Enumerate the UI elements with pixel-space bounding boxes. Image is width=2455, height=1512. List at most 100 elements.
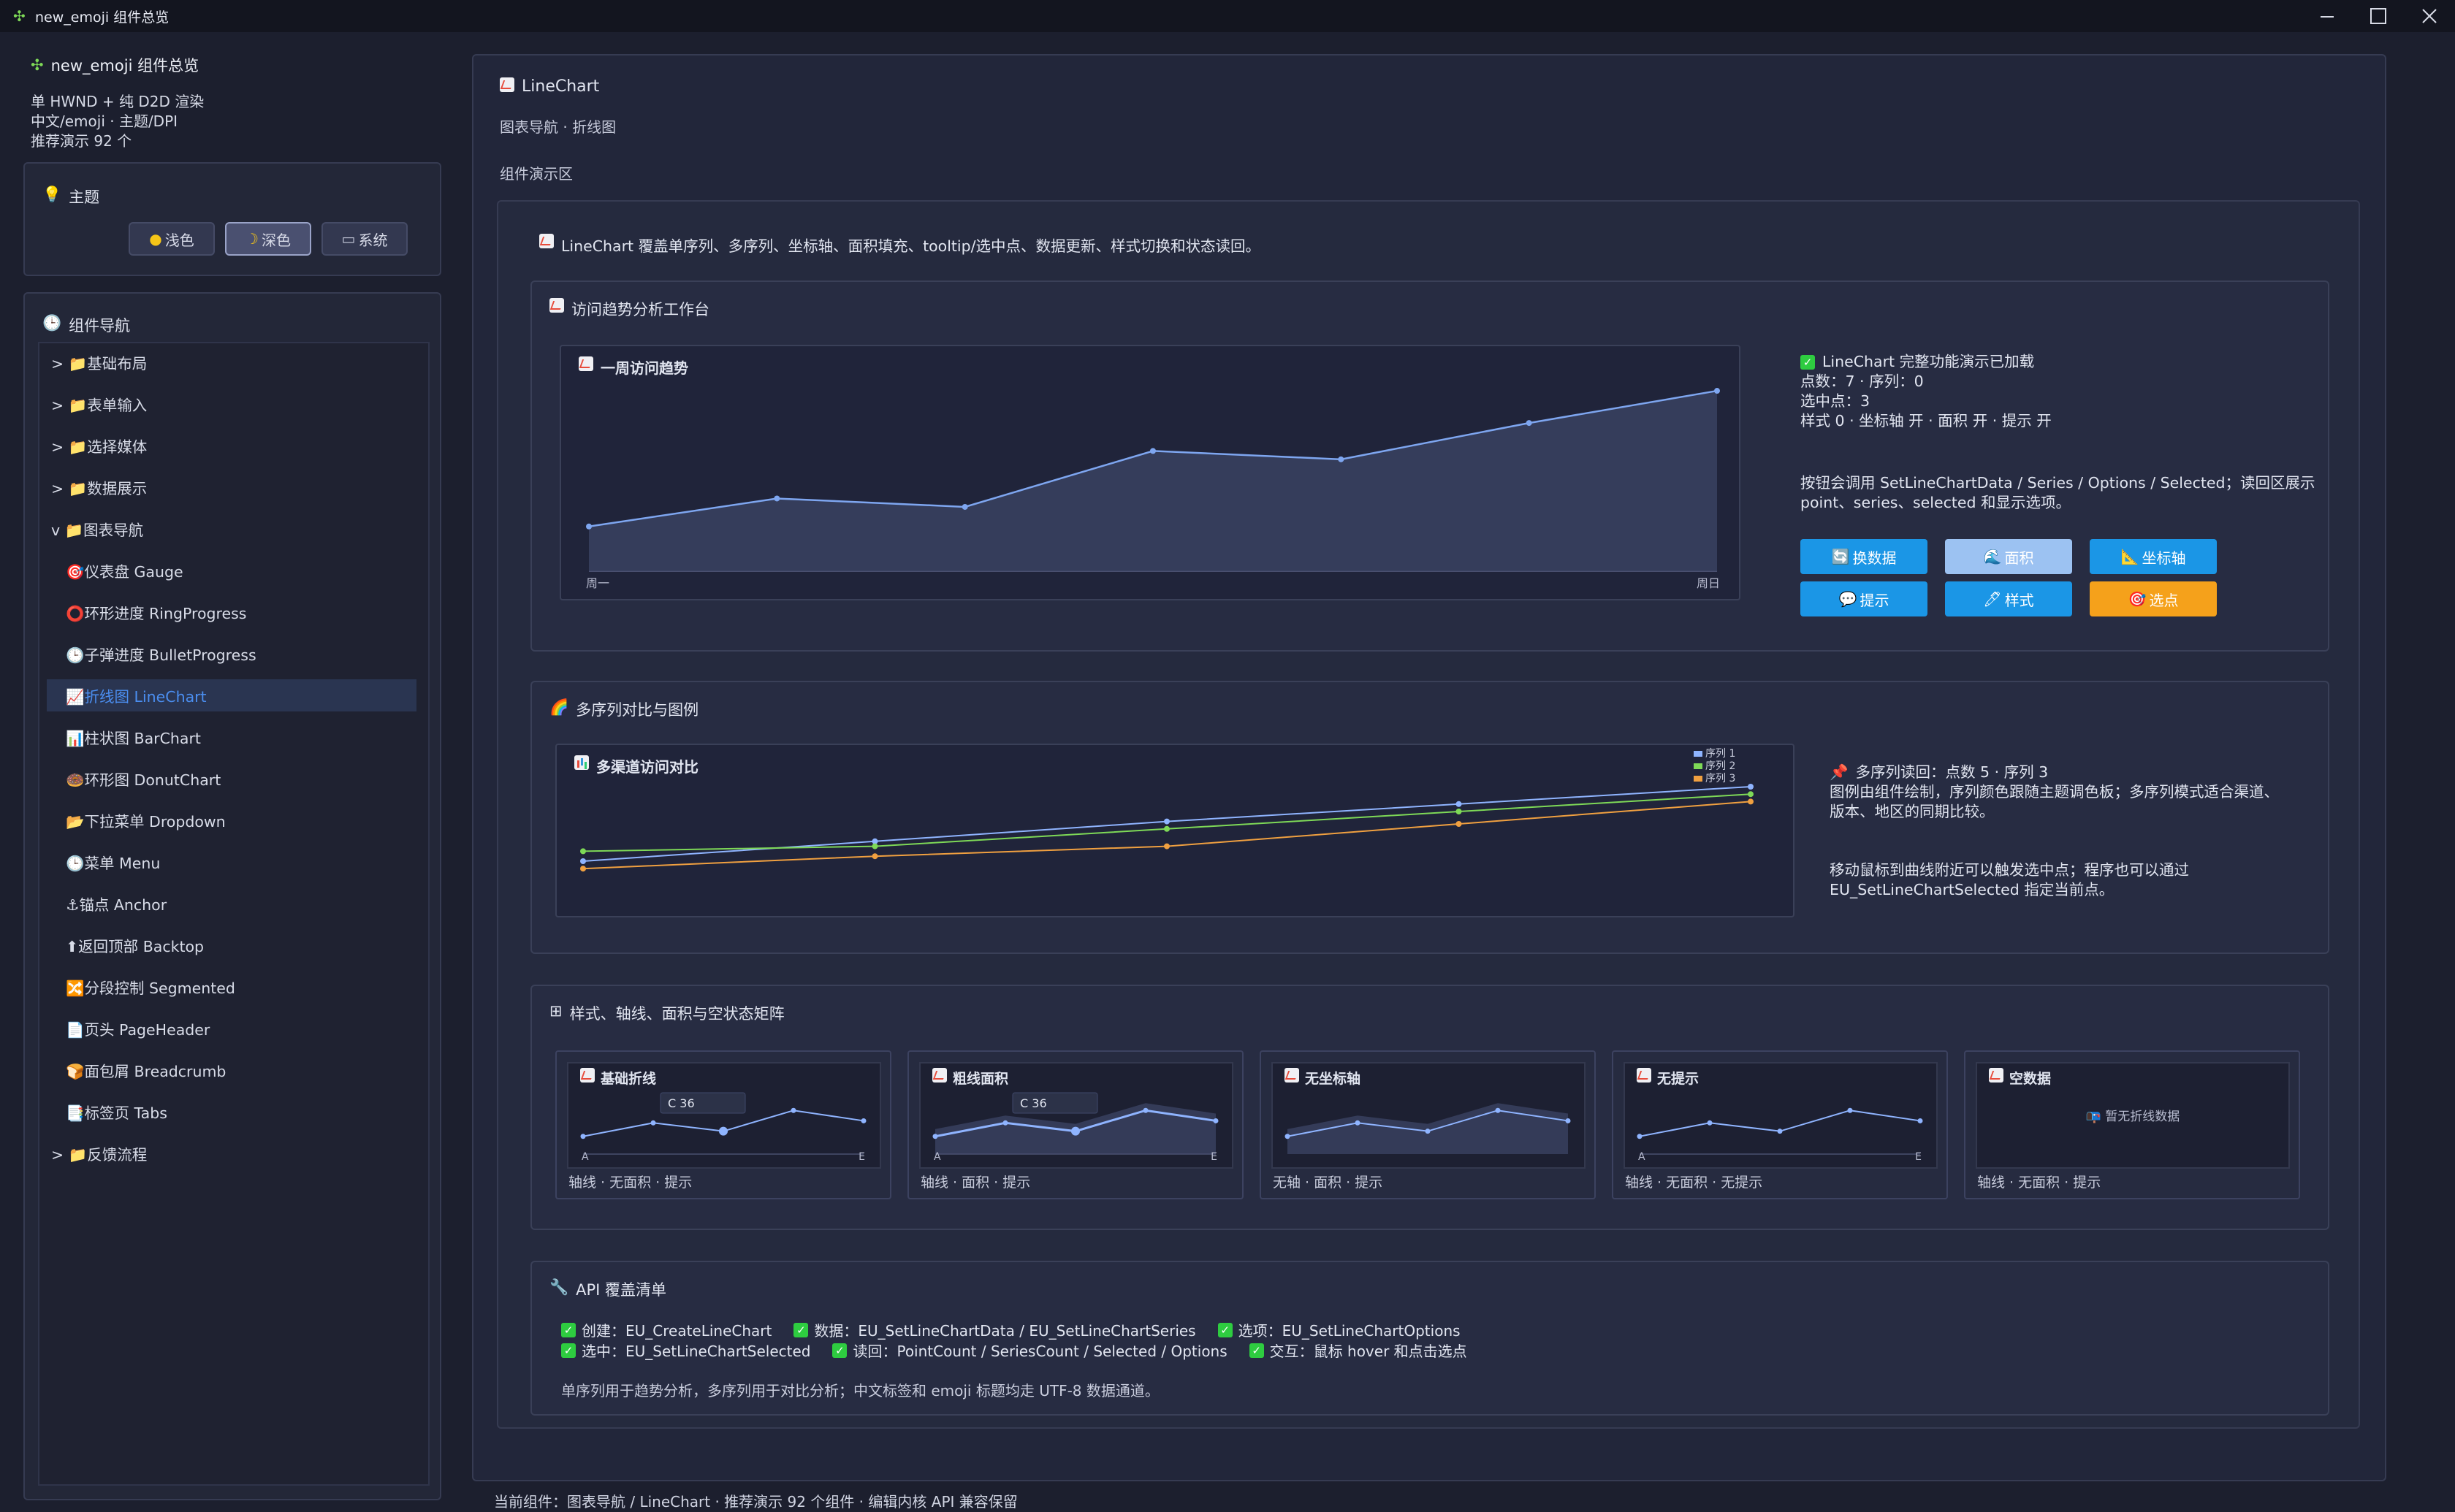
data-point[interactable] (872, 843, 878, 849)
nav-group[interactable]: v 📁图表导航 (51, 522, 144, 539)
data-point[interactable] (1164, 818, 1170, 825)
mini-chart[interactable]: 无坐标轴 (1271, 1062, 1586, 1169)
api-item: ✓ 交互：鼠标 hover 和点击选点 (1249, 1340, 1467, 1361)
data-point[interactable] (650, 1120, 656, 1126)
mini-chart[interactable]: 基础折线 A E C 36 (567, 1062, 881, 1169)
card-title: 🔧 API 覆盖清单 (549, 1278, 667, 1299)
data-point[interactable] (872, 853, 878, 860)
data-point[interactable] (1455, 821, 1462, 827)
data-point[interactable] (1425, 1129, 1431, 1134)
nav-item[interactable]: 📑标签页 Tabs (66, 1104, 167, 1122)
data-point[interactable] (962, 503, 968, 510)
axis-toggle-button[interactable]: 📐 坐标轴 (2090, 539, 2217, 574)
mini-chart[interactable]: 无提示 A E (1624, 1062, 1938, 1169)
data-point[interactable] (1213, 1118, 1219, 1123)
puzzle-icon: ✣ (31, 56, 44, 74)
multi-series-chart[interactable]: 多渠道访问对比 序列 1 序列 2 序列 3 (555, 744, 1794, 917)
nav-group[interactable]: > 📁数据展示 (51, 480, 148, 497)
nav-tree[interactable]: > 📁基础布局 > 📁表单输入 > 📁选择媒体 > 📁数据展示 v 📁图表导航 🎯仪表盘 … (38, 342, 430, 1486)
data-point[interactable] (580, 848, 586, 855)
select-point-button[interactable]: 🎯 选点 (2090, 581, 2217, 616)
change-data-button[interactable]: 🔄 换数据 (1800, 539, 1927, 574)
tooltip-toggle-button[interactable]: 💬 提示 (1800, 581, 1927, 616)
data-point[interactable] (1917, 1118, 1923, 1123)
nav-item[interactable]: ⚓锚点 Anchor (66, 896, 167, 914)
data-point[interactable] (1150, 448, 1156, 454)
data-point[interactable] (1338, 456, 1344, 462)
data-point[interactable] (1455, 809, 1462, 814)
window-title: new_emoji 组件总览 (35, 9, 170, 26)
data-point[interactable] (580, 858, 586, 864)
data-point[interactable] (1777, 1129, 1783, 1134)
data-point[interactable] (1495, 1107, 1501, 1113)
legend-swatch (1694, 763, 1702, 769)
desc-line: 图例由组件绘制，序列颜色跟随主题调色板；多序列模式适合渠道、 (1830, 783, 2279, 801)
nav-item[interactable]: 📊柱状图 BarChart (66, 730, 201, 747)
x-tick-label: E (859, 1151, 865, 1163)
nav-group[interactable]: > 📁表单输入 (51, 397, 148, 414)
selected-point[interactable] (1071, 1126, 1080, 1136)
trend-chart[interactable]: 一周访问趋势 周一 周日 (560, 345, 1740, 600)
selected-point[interactable] (719, 1126, 728, 1136)
nav-item[interactable]: 🔀分段控制 Segmented (66, 980, 235, 997)
data-point[interactable] (586, 523, 592, 530)
x-tick-label: A (1638, 1151, 1645, 1163)
sun-icon: ● (149, 230, 162, 248)
info-line: 推荐演示 92 个 (31, 132, 132, 150)
data-point[interactable] (791, 1107, 796, 1113)
theme-dark-button[interactable]: ☽ 深色 (225, 222, 311, 256)
data-point[interactable] (932, 1134, 938, 1139)
data-point[interactable] (1143, 1107, 1149, 1113)
data-point[interactable] (1748, 784, 1754, 790)
data-point[interactable] (1714, 388, 1720, 394)
nav-item[interactable]: 📂下拉菜单 Dropdown (66, 813, 226, 831)
theme-light-button[interactable]: ● 浅色 (129, 222, 215, 256)
mini-chart[interactable]: 空数据 📭 暂无折线数据 (1976, 1062, 2290, 1169)
data-point[interactable] (872, 838, 878, 844)
data-point[interactable] (1707, 1120, 1713, 1126)
close-button[interactable] (2404, 0, 2455, 32)
nav-item[interactable]: ⭕环形进度 RingProgress (66, 605, 247, 622)
legend-swatch (1694, 776, 1702, 782)
data-point[interactable] (1355, 1120, 1360, 1126)
data-point[interactable] (580, 866, 586, 872)
series-line (582, 801, 1751, 870)
data-point[interactable] (1637, 1134, 1643, 1139)
nav-group[interactable]: > 📁选择媒体 (51, 438, 148, 456)
data-point[interactable] (1847, 1107, 1853, 1113)
window-controls (2302, 0, 2455, 32)
check-icon: ✓ (1249, 1343, 1264, 1358)
nav-group[interactable]: > 📁基础布局 (51, 355, 148, 373)
mini-chart[interactable]: 粗线面积 A E C 36 (919, 1062, 1233, 1169)
data-point[interactable] (1284, 1134, 1290, 1139)
minimize-button[interactable] (2302, 0, 2353, 32)
nav-item[interactable]: 🕒子弹进度 BulletProgress (66, 646, 256, 664)
maximize-icon (2370, 8, 2386, 24)
data-point[interactable] (1748, 791, 1754, 798)
data-point[interactable] (774, 495, 780, 502)
nav-group[interactable]: > 📁反馈流程 (51, 1146, 148, 1164)
nav-item[interactable]: 🍞面包屑 Breadcrumb (66, 1063, 227, 1080)
monitor-icon: ▭ (341, 230, 356, 248)
nav-item[interactable]: 📈折线图 LineChart (47, 679, 416, 711)
data-point[interactable] (1748, 798, 1754, 805)
x-tick-label: A (582, 1151, 589, 1163)
data-point[interactable] (580, 1134, 586, 1139)
theme-system-button[interactable]: ▭ 系统 (321, 222, 408, 256)
area-toggle-button[interactable]: 🌊 面积 (1945, 539, 2072, 574)
nav-item[interactable]: 📄页头 PageHeader (66, 1021, 210, 1039)
nav-item[interactable]: 🕒菜单 Menu (66, 855, 161, 872)
data-point[interactable] (1455, 801, 1462, 807)
nav-item[interactable]: 🍩环形图 DonutChart (66, 771, 221, 789)
maximize-button[interactable] (2353, 0, 2404, 32)
nav-item[interactable]: 🎯仪表盘 Gauge (66, 563, 183, 581)
data-point[interactable] (1565, 1118, 1571, 1123)
nav-item[interactable]: ⬆返回顶部 Backtop (66, 938, 205, 955)
data-point[interactable] (1164, 843, 1170, 849)
data-point[interactable] (861, 1118, 867, 1123)
readback-line: 📌 多序列读回：点数 5 · 序列 3 (1830, 763, 2049, 781)
data-point[interactable] (1164, 825, 1170, 832)
style-button[interactable]: 🖊 样式 (1945, 581, 2072, 616)
data-point[interactable] (1526, 420, 1532, 427)
data-point[interactable] (1002, 1120, 1008, 1126)
